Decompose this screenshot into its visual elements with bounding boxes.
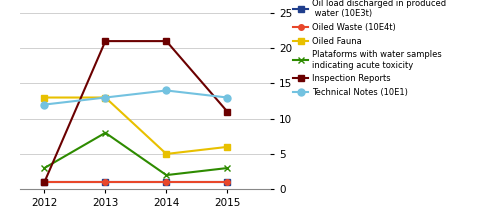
Technical Notes (10E1) — [164, 89, 170, 92]
Line: Plataforms with water samples
indicating acute toxicity: Plataforms with water samples indicating… — [41, 129, 231, 179]
Oil load discharged in produced
 water (10E3t) — [42, 181, 48, 183]
Inspection Reports — [164, 40, 170, 42]
Plataforms with water samples
indicating acute toxicity — [224, 167, 230, 169]
Inspection Reports — [42, 181, 48, 183]
Oiled Fauna — [224, 146, 230, 148]
Oil load discharged in produced
 water (10E3t) — [102, 181, 108, 183]
Technical Notes (10E1) — [42, 103, 48, 106]
Inspection Reports — [102, 40, 108, 42]
Plataforms with water samples
indicating acute toxicity — [42, 167, 48, 169]
Oiled Waste (10E4t) — [42, 181, 48, 183]
Legend: Oil load discharged in produced
 water (10E3t), Oiled Waste (10E4t), Oiled Fauna: Oil load discharged in produced water (1… — [290, 0, 449, 100]
Oiled Fauna — [102, 96, 108, 99]
Oiled Fauna — [164, 153, 170, 155]
Plataforms with water samples
indicating acute toxicity — [164, 174, 170, 176]
Oiled Fauna — [42, 96, 48, 99]
Line: Technical Notes (10E1): Technical Notes (10E1) — [41, 87, 231, 108]
Oil load discharged in produced
 water (10E3t) — [164, 181, 170, 183]
Oiled Waste (10E4t) — [102, 181, 108, 183]
Plataforms with water samples
indicating acute toxicity — [102, 132, 108, 134]
Technical Notes (10E1) — [102, 96, 108, 99]
Oil load discharged in produced
 water (10E3t) — [224, 181, 230, 183]
Inspection Reports — [224, 110, 230, 113]
Line: Oiled Waste (10E4t): Oiled Waste (10E4t) — [42, 179, 230, 185]
Line: Oil load discharged in produced
 water (10E3t): Oil load discharged in produced water (1… — [42, 179, 230, 185]
Technical Notes (10E1) — [224, 96, 230, 99]
Line: Oiled Fauna: Oiled Fauna — [42, 95, 230, 157]
Oiled Waste (10E4t) — [164, 181, 170, 183]
Oiled Waste (10E4t) — [224, 181, 230, 183]
Line: Inspection Reports: Inspection Reports — [42, 38, 230, 185]
